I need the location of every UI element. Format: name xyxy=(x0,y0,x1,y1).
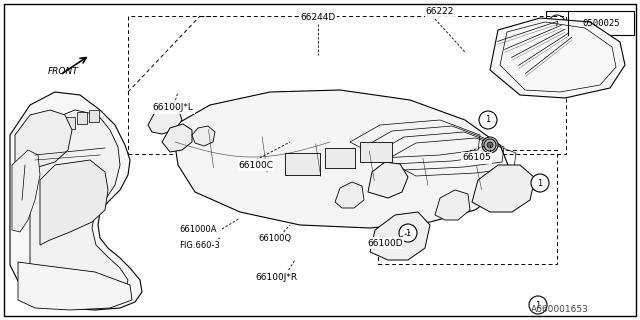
Text: 1: 1 xyxy=(538,179,543,188)
Text: 1: 1 xyxy=(485,116,491,124)
Text: FIG.660-3: FIG.660-3 xyxy=(180,242,220,251)
Text: A660001653: A660001653 xyxy=(531,306,589,315)
Text: 1: 1 xyxy=(405,228,411,237)
Polygon shape xyxy=(192,126,215,146)
Polygon shape xyxy=(162,124,192,152)
Polygon shape xyxy=(370,212,430,260)
Bar xyxy=(546,11,634,35)
Polygon shape xyxy=(148,105,182,134)
Text: 661000A: 661000A xyxy=(179,225,217,234)
Text: 66100J*L: 66100J*L xyxy=(152,103,193,113)
Circle shape xyxy=(531,174,549,192)
Text: FRONT: FRONT xyxy=(48,68,79,76)
Polygon shape xyxy=(435,190,470,220)
Text: 66105: 66105 xyxy=(462,154,491,163)
Polygon shape xyxy=(368,162,408,198)
Text: 66100D: 66100D xyxy=(367,238,403,247)
Circle shape xyxy=(479,111,497,129)
Bar xyxy=(360,142,392,162)
Text: 66222: 66222 xyxy=(426,7,454,17)
Circle shape xyxy=(537,182,543,188)
Polygon shape xyxy=(10,92,142,310)
Text: 66100C: 66100C xyxy=(239,161,273,170)
Circle shape xyxy=(549,15,565,31)
Circle shape xyxy=(529,296,547,314)
Polygon shape xyxy=(335,182,364,208)
Polygon shape xyxy=(490,18,625,98)
Bar xyxy=(378,150,557,264)
Circle shape xyxy=(399,224,417,242)
Bar xyxy=(128,16,566,154)
Bar xyxy=(285,153,320,175)
Text: 66100J*R: 66100J*R xyxy=(255,273,297,282)
Text: 66100Q: 66100Q xyxy=(259,234,292,243)
Bar xyxy=(65,117,75,129)
Polygon shape xyxy=(15,110,72,168)
Polygon shape xyxy=(12,150,40,232)
Polygon shape xyxy=(30,110,128,300)
Polygon shape xyxy=(472,165,535,212)
Circle shape xyxy=(484,139,496,151)
Bar xyxy=(89,110,99,122)
Text: 0500025: 0500025 xyxy=(582,19,620,28)
Text: 1: 1 xyxy=(536,300,541,309)
Polygon shape xyxy=(40,160,108,245)
Bar xyxy=(77,112,87,124)
Circle shape xyxy=(482,137,498,153)
Circle shape xyxy=(534,179,546,191)
Circle shape xyxy=(487,142,493,148)
Polygon shape xyxy=(175,90,510,228)
Polygon shape xyxy=(18,262,132,310)
Circle shape xyxy=(486,141,494,149)
Bar xyxy=(325,148,355,168)
Text: i: i xyxy=(556,19,558,28)
Text: 66244D: 66244D xyxy=(300,12,335,21)
